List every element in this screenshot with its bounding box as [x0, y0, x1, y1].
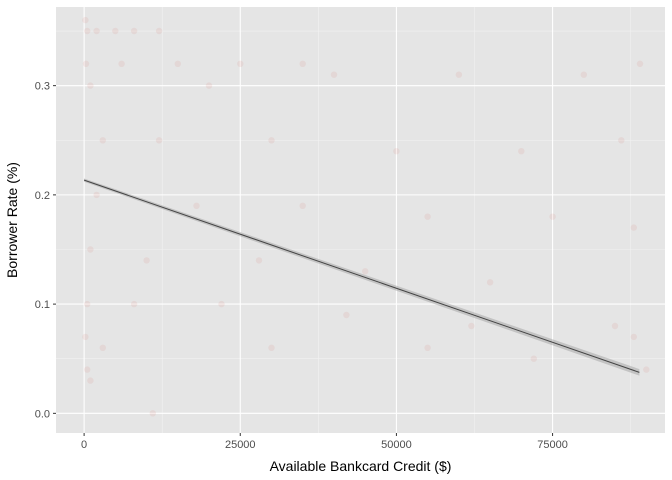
data-point [174, 60, 181, 67]
data-point [268, 344, 275, 351]
data-point [299, 202, 306, 209]
y-tick-label: 0.2 [35, 190, 50, 202]
x-tick-label: 0 [81, 439, 87, 451]
data-point [424, 213, 431, 220]
data-point [93, 191, 100, 199]
data-point [87, 82, 94, 89]
data-point [237, 60, 244, 67]
data-point [580, 71, 587, 78]
data-point [218, 300, 225, 308]
y-tick-label: 0.1 [35, 299, 50, 311]
data-point [193, 202, 200, 209]
data-point [530, 355, 537, 362]
data-point [630, 224, 637, 231]
data-point [518, 148, 525, 155]
data-point [99, 344, 107, 351]
data-point [84, 366, 91, 373]
x-tick-label: 75000 [537, 439, 568, 451]
data-point [155, 137, 163, 144]
data-point [611, 322, 619, 330]
trend-layer [83, 178, 640, 376]
data-point [268, 137, 275, 144]
data-point [486, 279, 494, 286]
data-point [87, 377, 94, 384]
data-point [82, 16, 89, 24]
y-axis-title: Borrower Rate (%) [4, 162, 20, 278]
data-point [84, 300, 91, 308]
data-point [82, 333, 89, 341]
data-point [149, 410, 156, 417]
trend-line [83, 179, 640, 373]
data-point [84, 27, 91, 35]
grid-major [56, 7, 665, 433]
data-point [424, 344, 431, 351]
data-point [155, 27, 163, 35]
data-point [393, 148, 400, 155]
data-point [636, 60, 644, 67]
data-point [549, 213, 556, 220]
data-point [455, 71, 463, 78]
data-point [630, 333, 637, 341]
data-point [130, 27, 138, 35]
axes-layer: 0 25000 50000 75000 0.0 0.1 0.2 0.3 [35, 81, 568, 451]
x-tick-label: 25000 [225, 439, 256, 451]
data-point [299, 60, 306, 67]
data-point [205, 82, 213, 89]
data-point [618, 137, 625, 144]
data-point [468, 322, 475, 330]
data-point [143, 257, 150, 264]
data-point [255, 257, 263, 264]
data-point [118, 60, 125, 67]
plot-panel [56, 7, 665, 433]
data-point [87, 246, 94, 253]
data-point [130, 300, 138, 308]
x-axis-title: Available Bankcard Credit ($) [270, 458, 452, 474]
data-point [362, 268, 369, 275]
y-tick-label: 0.0 [35, 408, 50, 420]
data-point [112, 27, 119, 35]
data-point [82, 60, 90, 67]
data-point [343, 311, 350, 319]
y-tick-label: 0.3 [35, 81, 50, 93]
data-point [99, 137, 107, 144]
grid-minor [56, 7, 665, 433]
x-tick-label: 50000 [381, 439, 412, 451]
data-point [643, 366, 650, 373]
data-point [93, 27, 100, 35]
data-point [330, 71, 338, 78]
points-layer [82, 16, 650, 417]
